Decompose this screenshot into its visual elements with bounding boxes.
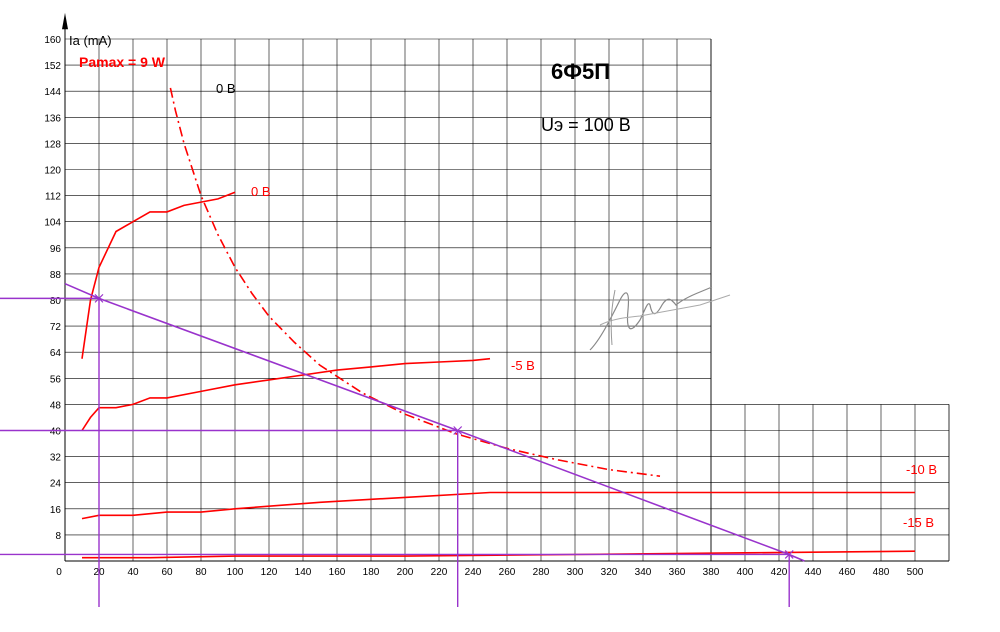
y-tick-144: 144 <box>44 87 61 98</box>
op-point-0 <box>94 293 104 303</box>
x-tick-160: 160 <box>329 567 346 578</box>
x-tick-400: 400 <box>737 567 754 578</box>
signature-scribble <box>589 286 731 351</box>
x-tick-320: 320 <box>601 567 618 578</box>
subtitle: Uэ = 100 В <box>541 115 631 135</box>
y-tick-32: 32 <box>50 453 62 464</box>
x-tick-40: 40 <box>127 567 139 578</box>
y-tick-96: 96 <box>50 244 62 255</box>
labels: 6Ф5П Uэ = 100 В Ia (mA) Pamax = 9 W 0 B … <box>69 33 937 530</box>
curves <box>0 87 916 607</box>
x-tick-220: 220 <box>431 567 448 578</box>
op-point-2 <box>784 550 794 559</box>
x-tick-380: 380 <box>703 567 720 578</box>
y-tick-40: 40 <box>50 427 62 438</box>
y-tick-64: 64 <box>50 348 62 359</box>
x-tick-280: 280 <box>533 567 550 578</box>
label-series-2: -10 B <box>906 462 937 477</box>
x-tick-100: 100 <box>227 567 244 578</box>
x-tick-440: 440 <box>805 567 822 578</box>
label-series-3: -15 B <box>903 515 934 530</box>
y-tick-56: 56 <box>50 374 62 385</box>
x-tick-300: 300 <box>567 567 584 578</box>
label-0v-black: 0 B <box>216 81 236 96</box>
y-tick-8: 8 <box>55 531 61 542</box>
x-tick-240: 240 <box>465 567 482 578</box>
y-tick-128: 128 <box>44 139 61 150</box>
y-tick-104: 104 <box>44 218 61 229</box>
x-tick-200: 200 <box>397 567 414 578</box>
x-tick-0: 0 <box>56 567 62 578</box>
series-line-2 <box>81 491 915 520</box>
x-tick-360: 360 <box>669 567 686 578</box>
y-tick-24: 24 <box>50 479 62 490</box>
y-tick-72: 72 <box>50 322 62 333</box>
x-tick-340: 340 <box>635 567 652 578</box>
y-tick-48: 48 <box>50 400 62 411</box>
y-tick-120: 120 <box>44 166 61 177</box>
x-tick-80: 80 <box>195 567 207 578</box>
x-tick-120: 120 <box>261 567 278 578</box>
y-tick-112: 112 <box>45 192 61 203</box>
x-tick-480: 480 <box>873 567 890 578</box>
label-series-0: 0 B <box>251 184 271 199</box>
load-line <box>64 282 805 562</box>
x-tick-260: 260 <box>499 567 516 578</box>
x-tick-460: 460 <box>839 567 856 578</box>
y-tick-88: 88 <box>50 270 62 281</box>
x-tick-60: 60 <box>161 567 173 578</box>
series-line-4 <box>169 87 661 477</box>
y-tick-152: 152 <box>44 61 61 72</box>
title: 6Ф5П <box>551 59 610 84</box>
series-line-0 <box>81 191 236 359</box>
series-line-1 <box>81 357 491 431</box>
op-point-1 <box>453 426 463 435</box>
x-tick-180: 180 <box>363 567 380 578</box>
x-tick-420: 420 <box>771 567 788 578</box>
y-axis-label: Ia (mA) <box>69 33 112 48</box>
y-tick-160: 160 <box>44 35 61 46</box>
y-tick-16: 16 <box>50 505 62 516</box>
grid <box>65 38 950 561</box>
x-tick-140: 140 <box>295 567 312 578</box>
y-axis-arrow <box>62 12 68 30</box>
pmax-label: Pamax = 9 W <box>79 54 166 70</box>
x-tick-500: 500 <box>907 567 924 578</box>
y-tick-136: 136 <box>44 113 61 124</box>
y-tick-80: 80 <box>50 296 62 307</box>
series-line-3 <box>82 550 916 559</box>
label-series-1: -5 B <box>511 358 535 373</box>
